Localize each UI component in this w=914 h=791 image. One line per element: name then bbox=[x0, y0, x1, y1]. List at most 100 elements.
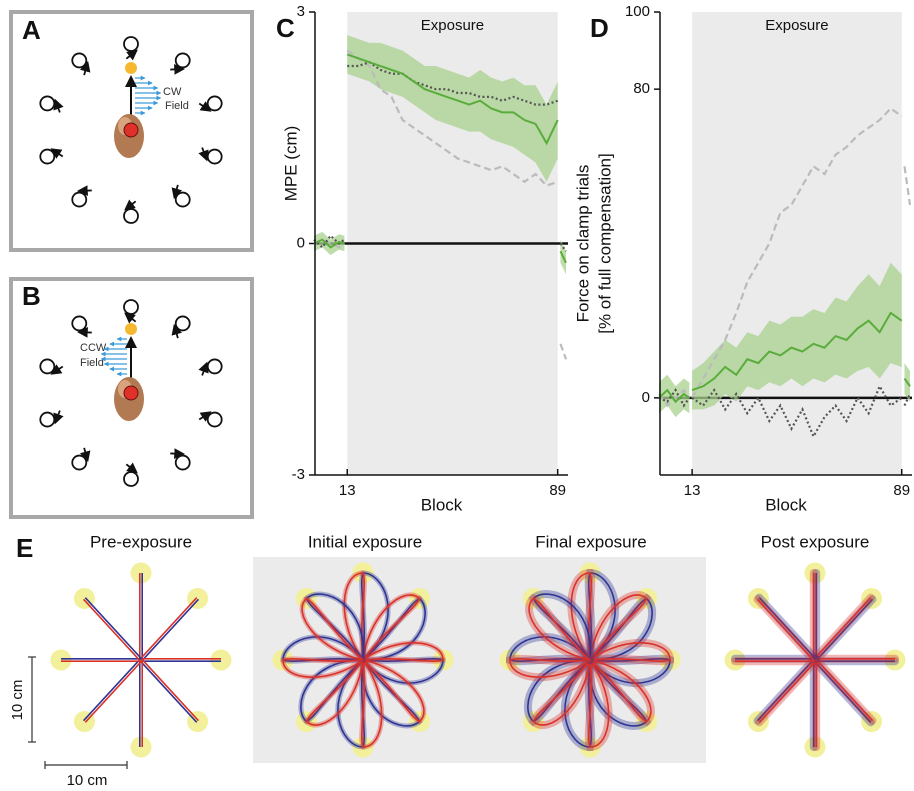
field-label: Field bbox=[80, 357, 104, 369]
panel-letter: C bbox=[276, 13, 295, 43]
start-target bbox=[125, 323, 137, 335]
target-arrow bbox=[76, 327, 92, 338]
target-arrow bbox=[124, 312, 137, 324]
y-tick-label: 0 bbox=[297, 234, 305, 251]
target-zone bbox=[130, 736, 152, 758]
target-arrow bbox=[53, 410, 64, 425]
x-tick-label: 89 bbox=[549, 482, 566, 499]
trajectory bbox=[362, 642, 444, 662]
target bbox=[174, 191, 191, 208]
error-band bbox=[692, 262, 902, 410]
panel-a-frame bbox=[9, 10, 254, 252]
target bbox=[71, 52, 88, 69]
target-arrow bbox=[171, 184, 182, 200]
scale-bar-label: 10 cm bbox=[9, 680, 26, 721]
trajectory bbox=[589, 659, 652, 723]
trajectory bbox=[82, 658, 141, 722]
target bbox=[71, 315, 88, 332]
target-arrow bbox=[125, 462, 138, 474]
trajectory bbox=[362, 594, 421, 661]
target bbox=[206, 411, 223, 428]
target-arrow bbox=[53, 98, 64, 113]
region-label: Exposure bbox=[421, 17, 484, 34]
trajectory bbox=[815, 598, 874, 662]
start-target bbox=[125, 62, 137, 74]
target-arrow bbox=[198, 101, 212, 112]
target bbox=[206, 95, 223, 112]
trajectory bbox=[815, 658, 874, 722]
panel-letter: E bbox=[16, 533, 33, 563]
field-label: Field bbox=[165, 100, 189, 112]
trajectory bbox=[813, 660, 872, 723]
y-axis-label: MPE (cm) bbox=[281, 126, 300, 202]
target-zone bbox=[724, 649, 746, 671]
trajectory bbox=[362, 659, 425, 723]
target bbox=[39, 148, 56, 165]
target-zone bbox=[187, 711, 209, 733]
trajectory bbox=[758, 597, 817, 660]
data-line bbox=[658, 383, 911, 439]
target-arrow bbox=[198, 147, 209, 162]
target-zone bbox=[861, 587, 883, 609]
target-arrow bbox=[170, 64, 186, 75]
target bbox=[174, 454, 191, 471]
target bbox=[39, 358, 56, 375]
target-zone bbox=[210, 649, 232, 671]
panel-letter: B bbox=[22, 281, 41, 311]
trajectory bbox=[813, 597, 872, 660]
trajectory bbox=[589, 642, 671, 662]
trajectory bbox=[139, 597, 198, 660]
region-label: Exposure bbox=[765, 17, 828, 34]
trajectory bbox=[301, 597, 364, 661]
panel-e-title: Initial exposure bbox=[308, 532, 422, 551]
field-label: CCW bbox=[80, 342, 107, 354]
target bbox=[39, 411, 56, 428]
trajectory bbox=[570, 572, 593, 661]
x-tick-label: 13 bbox=[339, 482, 356, 499]
trajectory bbox=[587, 659, 610, 748]
target-arrow bbox=[198, 361, 209, 376]
target bbox=[123, 36, 139, 52]
trajectory bbox=[509, 658, 591, 678]
trajectory bbox=[589, 594, 648, 661]
data-line bbox=[313, 60, 567, 252]
trajectory bbox=[532, 659, 591, 726]
panel-e-title: Final exposure bbox=[535, 532, 647, 551]
target-zone bbox=[884, 649, 906, 671]
target-arrow bbox=[76, 185, 92, 196]
target-arrow bbox=[80, 60, 91, 76]
trajectory bbox=[282, 658, 364, 678]
y-tick-label: 3 bbox=[297, 3, 305, 20]
data-line bbox=[313, 53, 567, 264]
y-tick-label: -3 bbox=[292, 466, 305, 483]
x-tick-label: 89 bbox=[893, 482, 910, 499]
target bbox=[39, 95, 56, 112]
target-zone bbox=[747, 587, 769, 609]
target-zone bbox=[747, 711, 769, 733]
target-arrow bbox=[170, 448, 186, 459]
target-zone bbox=[73, 587, 95, 609]
error-band bbox=[659, 374, 690, 418]
target-zone bbox=[861, 711, 883, 733]
target-arrow bbox=[198, 411, 212, 422]
target-zone bbox=[50, 649, 72, 671]
field-label: CW bbox=[163, 86, 182, 98]
trajectory bbox=[758, 660, 817, 723]
trajectory bbox=[139, 660, 198, 723]
x-tick-label: 13 bbox=[684, 482, 701, 499]
target-zone bbox=[130, 562, 152, 584]
target-zone bbox=[804, 736, 826, 758]
trajectory bbox=[141, 658, 200, 722]
target-arrow bbox=[50, 364, 64, 375]
target-arrow bbox=[125, 49, 138, 61]
y-axis-label: [% of full compensation] bbox=[595, 153, 614, 333]
target-arrow bbox=[171, 323, 182, 339]
target bbox=[123, 299, 139, 315]
panel-letter: D bbox=[590, 13, 609, 43]
target-zone bbox=[804, 562, 826, 584]
target-arrow bbox=[50, 148, 64, 159]
cursor bbox=[123, 122, 139, 138]
trajectory bbox=[84, 597, 143, 660]
